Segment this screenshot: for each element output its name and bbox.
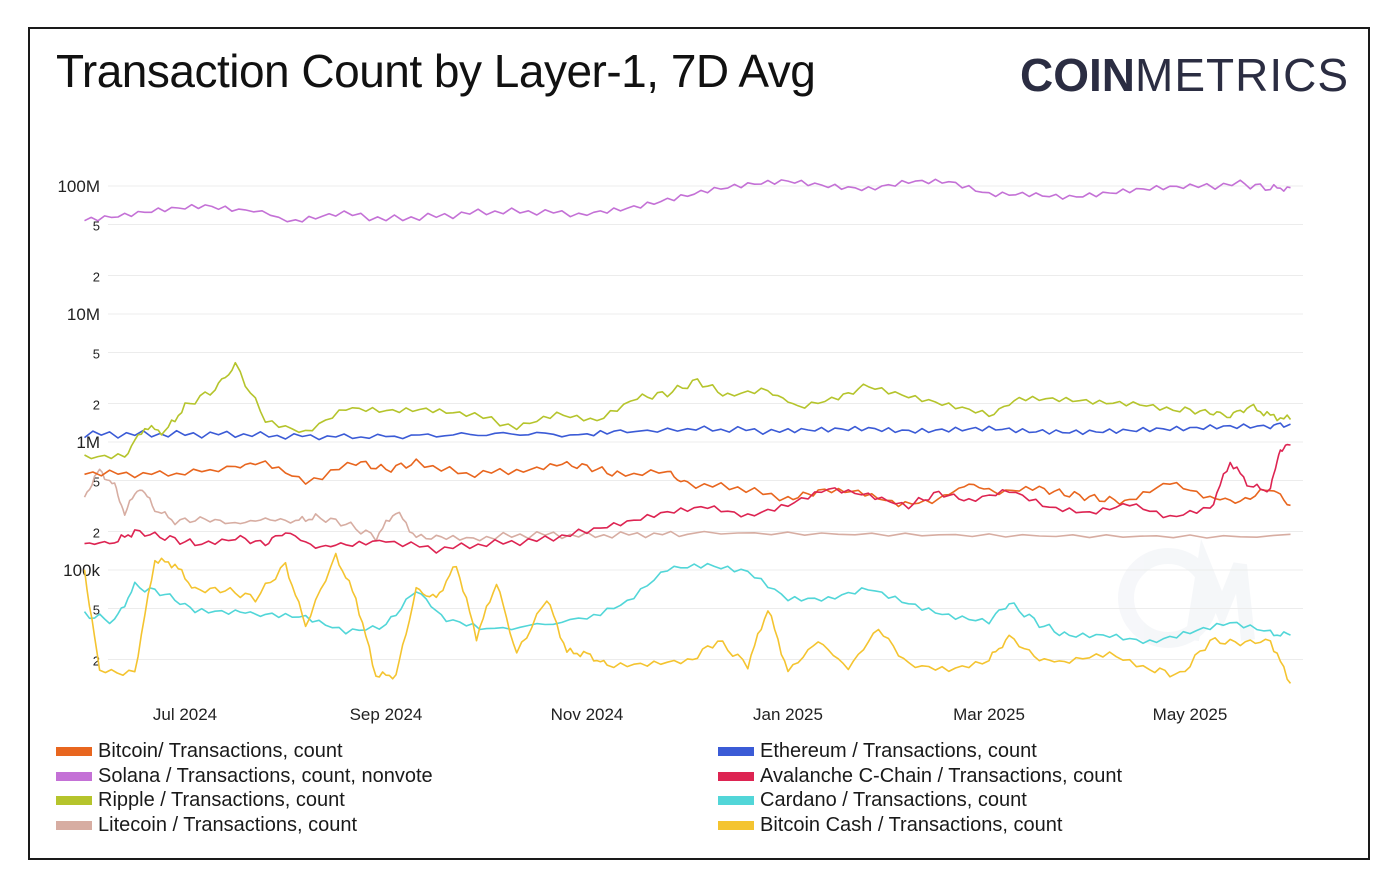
series-line-ripple: [84, 361, 1292, 460]
y-tick-label: 100M: [57, 177, 100, 196]
watermark-m-shape: [1185, 538, 1255, 642]
cm-watermark: [1118, 538, 1255, 648]
legend-swatch: [718, 746, 754, 756]
legend-label: Cardano / Transactions, count: [760, 788, 1027, 811]
legend-swatch: [718, 820, 754, 830]
y-tick-label: 2: [93, 397, 100, 412]
y-tick-label: 100k: [63, 561, 100, 580]
x-tick-label: May 2025: [1153, 705, 1228, 724]
series-lines: [83, 178, 1292, 684]
legend-swatch: [56, 795, 92, 805]
legend-item-bitcoin-cash: Bitcoin Cash / Transactions, count: [718, 814, 1062, 836]
legend-swatch: [56, 746, 92, 756]
legend-item-cardano: Cardano / Transactions, count: [718, 789, 1027, 811]
legend-label: Litecoin / Transactions, count: [98, 813, 358, 836]
legend-item-solana: Solana / Transactions, count, nonvote: [56, 765, 433, 787]
series-line-bitcoin: [83, 552, 1292, 684]
series-line-solana: [84, 178, 1291, 223]
y-tick-label: 5: [93, 475, 100, 490]
chart-frame: [28, 27, 1370, 860]
x-tick-label: Mar 2025: [953, 705, 1025, 724]
legend-item-litecoin: Litecoin / Transactions, count: [56, 814, 357, 836]
y-tick-label: 2: [93, 653, 100, 668]
legend-swatch: [56, 771, 92, 781]
x-tick-label: Jan 2025: [753, 705, 823, 724]
legend-label: Ripple / Transactions, count: [98, 788, 345, 811]
series-line-bitcoin: [84, 458, 1291, 508]
x-tick-label: Nov 2024: [551, 705, 624, 724]
legend-label: Solana / Transactions, count, nonvote: [98, 764, 433, 787]
y-tick-label: 5: [93, 603, 100, 618]
series-line-ethereum: [84, 422, 1291, 441]
y-tick-label: 1M: [76, 433, 100, 452]
gridlines: [108, 185, 1303, 660]
legend-swatch: [718, 795, 754, 805]
legend-item-avalanche: Avalanche C-Chain / Transactions, count: [718, 765, 1122, 787]
legend-item-ethereum: Ethereum / Transactions, count: [718, 740, 1037, 762]
series-line-avalanche: [84, 443, 1291, 554]
legend-item-ripple: Ripple / Transactions, count: [56, 789, 345, 811]
logo-light-text: METRICS: [1135, 49, 1349, 101]
x-tick-label: Jul 2024: [153, 705, 217, 724]
legend-label: Bitcoin/ Transactions, count: [98, 739, 343, 762]
legend-swatch: [56, 820, 92, 830]
legend-label: Ethereum / Transactions, count: [760, 739, 1037, 762]
legend-item-bitcoin: Bitcoin/ Transactions, count: [56, 740, 343, 762]
x-tick-label: Sep 2024: [350, 705, 423, 724]
y-tick-label: 2: [93, 269, 100, 284]
coinmetrics-logo: COINMETRICS: [1020, 48, 1349, 102]
y-tick-label: 5: [93, 219, 100, 234]
chart-title: Transaction Count by Layer-1, 7D Avg: [56, 45, 816, 97]
series-line-cardano: [83, 562, 1291, 645]
y-tick-label: 5: [93, 347, 100, 362]
watermark-c-shape: [1118, 548, 1218, 648]
logo-bold-text: COIN: [1020, 49, 1135, 101]
y-tick-label: 2: [93, 525, 100, 540]
legend-label: Bitcoin Cash / Transactions, count: [760, 813, 1063, 836]
legend-swatch: [718, 771, 754, 781]
x-axis-ticks: Jul 2024 Sep 2024 Nov 2024 Jan 2025 Mar 2025…: [153, 705, 1227, 724]
legend-label: Avalanche C-Chain / Transactions, count: [760, 764, 1123, 787]
y-axis-ticks: 100M 5 2 10M 5 2 1M 5 2 100k 5 2: [57, 177, 100, 668]
y-tick-label: 10M: [67, 305, 100, 324]
series-line-litecoin: [83, 468, 1291, 542]
